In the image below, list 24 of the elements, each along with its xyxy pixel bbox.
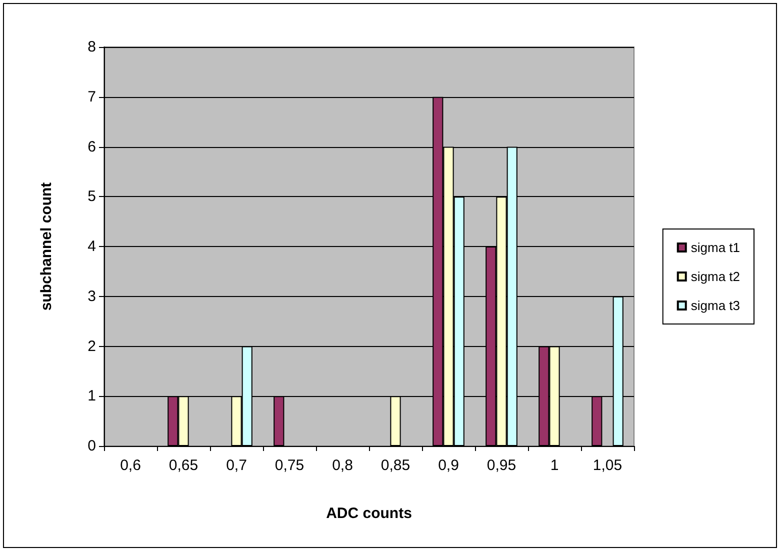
x-tick-label: 1,05 (592, 457, 622, 474)
y-tick-label: 2 (88, 338, 96, 355)
y-tick-label: 5 (88, 188, 96, 206)
y-axis-title: subchannel count (38, 182, 55, 311)
y-tick-label: 3 (88, 288, 96, 305)
y-tick-label: 8 (88, 38, 96, 56)
x-tick-label: 0,9 (438, 457, 459, 474)
x-tick-label: 0,8 (332, 457, 353, 474)
x-tick-label: 0,75 (274, 457, 304, 474)
y-tick-label: 0 (88, 438, 96, 454)
legend-label: sigma t2 (690, 269, 740, 284)
x-tick-label: 0,6 (120, 457, 141, 474)
x-tick-label: 0,65 (168, 457, 198, 474)
x-tick-label: 0,85 (380, 457, 410, 474)
y-tick-label: 6 (88, 138, 96, 156)
y-tick-label: 1 (88, 388, 96, 405)
legend-label: sigma t3 (690, 298, 740, 313)
y-tick-label: 4 (88, 238, 96, 255)
legend-label: sigma t1 (690, 240, 740, 255)
x-axis-title: ADC counts (326, 505, 412, 522)
y-tick-label: 7 (88, 88, 96, 106)
x-tick-label: 0,7 (226, 457, 247, 474)
x-tick-label: 0,95 (486, 457, 516, 474)
x-tick-label: 1 (550, 457, 559, 474)
